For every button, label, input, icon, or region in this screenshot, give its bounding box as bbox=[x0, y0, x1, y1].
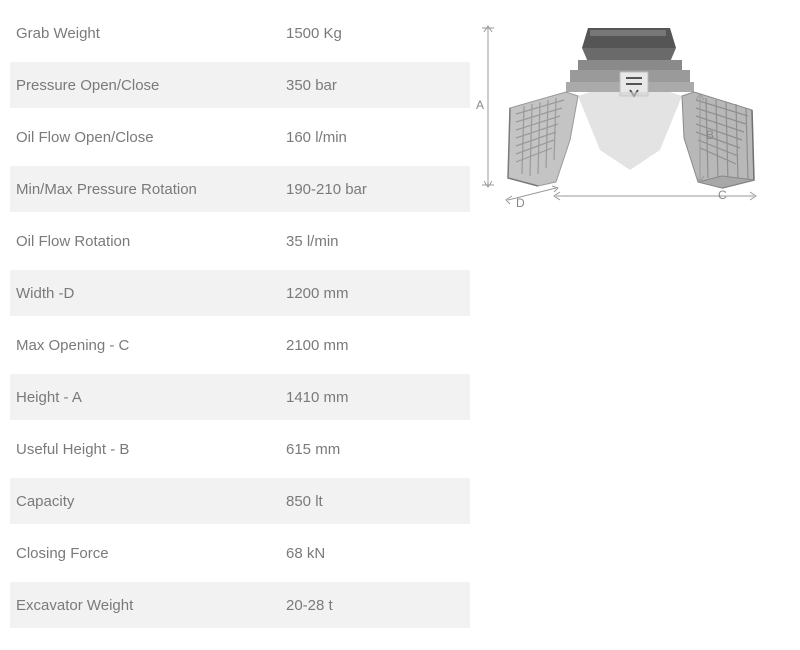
spec-value: 160 l/min bbox=[286, 129, 347, 146]
spec-value: 850 lt bbox=[286, 493, 323, 510]
spec-label: Max Opening - C bbox=[16, 337, 286, 354]
grab-left-jaw-icon bbox=[508, 92, 578, 186]
spec-label: Width -D bbox=[16, 285, 286, 302]
spec-label: Grab Weight bbox=[16, 25, 286, 42]
dimension-label-a: A bbox=[476, 98, 484, 112]
spec-value: 1200 mm bbox=[286, 285, 349, 302]
table-row: Capacity 850 lt bbox=[10, 478, 470, 524]
spec-label: Excavator Weight bbox=[16, 597, 286, 614]
spec-value: 190-210 bar bbox=[286, 181, 367, 198]
spec-value: 2100 mm bbox=[286, 337, 349, 354]
table-row: Oil Flow Rotation 35 l/min bbox=[10, 218, 470, 264]
spec-label: Min/Max Pressure Rotation bbox=[16, 181, 286, 198]
dimension-label-d: D bbox=[516, 196, 525, 210]
spec-value: 1500 Kg bbox=[286, 25, 342, 42]
dimension-label-c: C bbox=[718, 188, 727, 202]
table-row: Grab Weight 1500 Kg bbox=[10, 10, 470, 56]
spec-value: 20-28 t bbox=[286, 597, 333, 614]
spec-value: 615 mm bbox=[286, 441, 340, 458]
table-row: Closing Force 68 kN bbox=[10, 530, 470, 576]
spec-label: Pressure Open/Close bbox=[16, 77, 286, 94]
table-row: Pressure Open/Close 350 bar bbox=[10, 62, 470, 108]
grab-diagram: A B C D bbox=[470, 10, 770, 210]
table-row: Excavator Weight 20-28 t bbox=[10, 582, 470, 628]
grab-head-icon bbox=[578, 28, 682, 70]
grab-interior-icon bbox=[578, 92, 682, 170]
spec-value: 350 bar bbox=[286, 77, 337, 94]
spec-label: Closing Force bbox=[16, 545, 286, 562]
table-row: Width -D 1200 mm bbox=[10, 270, 470, 316]
spec-value: 1410 mm bbox=[286, 389, 349, 406]
grab-right-jaw-icon bbox=[682, 92, 754, 188]
spec-value: 35 l/min bbox=[286, 233, 339, 250]
spec-label: Useful Height - B bbox=[16, 441, 286, 458]
diagram-area: A B C D bbox=[470, 0, 790, 650]
spec-table: Grab Weight 1500 Kg Pressure Open/Close … bbox=[0, 0, 470, 650]
grab-diagram-svg bbox=[470, 10, 770, 210]
table-row: Min/Max Pressure Rotation 190-210 bar bbox=[10, 166, 470, 212]
page-container: Grab Weight 1500 Kg Pressure Open/Close … bbox=[0, 0, 800, 650]
table-row: Oil Flow Open/Close 160 l/min bbox=[10, 114, 470, 160]
spec-label: Oil Flow Rotation bbox=[16, 233, 286, 250]
spec-value: 68 kN bbox=[286, 545, 325, 562]
spec-label: Height - A bbox=[16, 389, 286, 406]
spec-label: Capacity bbox=[16, 493, 286, 510]
table-row: Height - A 1410 mm bbox=[10, 374, 470, 420]
table-row: Max Opening - C 2100 mm bbox=[10, 322, 470, 368]
spec-label: Oil Flow Open/Close bbox=[16, 129, 286, 146]
table-row: Useful Height - B 615 mm bbox=[10, 426, 470, 472]
dimension-label-b: B bbox=[706, 128, 714, 142]
